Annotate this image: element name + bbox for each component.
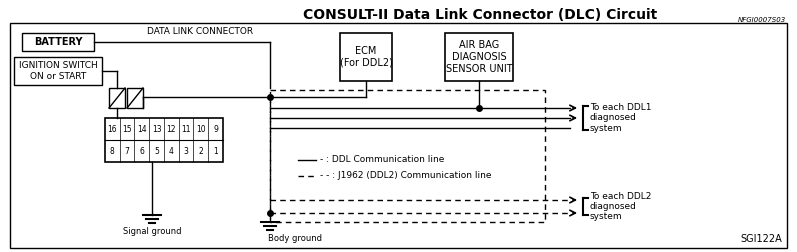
Text: 15: 15	[122, 124, 132, 134]
Text: BATTERY: BATTERY	[33, 37, 82, 47]
Text: 16: 16	[108, 124, 117, 134]
Text: To each DDL1
diagnosed
system: To each DDL1 diagnosed system	[590, 103, 651, 133]
Bar	[105, 118, 223, 162]
Text: - : DDL Communication line: - : DDL Communication line	[320, 155, 445, 165]
Text: DATA LINK CONNECTOR: DATA LINK CONNECTOR	[147, 27, 253, 36]
Text: Body ground: Body ground	[268, 234, 322, 243]
Text: 7: 7	[124, 146, 130, 155]
Text: 13: 13	[151, 124, 162, 134]
Bar	[22, 33, 94, 51]
Bar	[270, 90, 545, 222]
Text: 14: 14	[137, 124, 147, 134]
Text: 11: 11	[182, 124, 190, 134]
Text: - - : J1962 (DDL2) Communication line: - - : J1962 (DDL2) Communication line	[320, 172, 492, 180]
Text: 10: 10	[196, 124, 206, 134]
Text: ECM
(For DDL2): ECM (For DDL2)	[340, 46, 392, 68]
Text: NFGI0007S03: NFGI0007S03	[738, 17, 786, 23]
Bar	[340, 33, 392, 81]
Bar	[14, 57, 102, 85]
Bar	[127, 88, 143, 108]
Bar	[445, 33, 513, 81]
Text: 8: 8	[110, 146, 115, 155]
Text: Signal ground: Signal ground	[123, 227, 181, 236]
Text: To each DDL2
diagnosed
system: To each DDL2 diagnosed system	[590, 192, 651, 222]
Text: 4: 4	[169, 146, 174, 155]
Text: AIR BAG
DIAGNOSIS
SENSOR UNIT: AIR BAG DIAGNOSIS SENSOR UNIT	[446, 40, 512, 74]
Text: 12: 12	[167, 124, 176, 134]
Text: 1: 1	[214, 146, 218, 155]
Text: CONSULT-II Data Link Connector (DLC) Circuit: CONSULT-II Data Link Connector (DLC) Cir…	[303, 8, 657, 22]
Bar	[10, 23, 787, 248]
Text: 3: 3	[183, 146, 189, 155]
Text: 6: 6	[139, 146, 144, 155]
Bar	[109, 88, 125, 108]
Text: SGI122A: SGI122A	[740, 234, 782, 244]
Text: 9: 9	[213, 124, 218, 134]
Text: 5: 5	[154, 146, 159, 155]
Text: 2: 2	[198, 146, 203, 155]
Text: IGNITION SWITCH
ON or START: IGNITION SWITCH ON or START	[18, 61, 97, 81]
